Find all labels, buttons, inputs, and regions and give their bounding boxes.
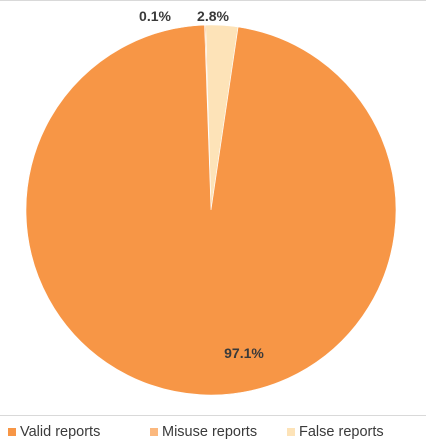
legend-label-misuse: Misuse reports — [162, 424, 258, 440]
legend-swatch-misuse — [150, 428, 158, 436]
pie-chart: 0.1% 2.8% 97.1% — [25, 8, 397, 396]
legend-item-misuse: Misuse reports — [150, 424, 257, 440]
pie-slice-valid — [25, 24, 397, 396]
data-label-false: 2.8% — [197, 8, 229, 24]
legend-swatch-false — [287, 428, 295, 436]
data-label-misuse: 0.1% — [139, 8, 171, 24]
legend-swatch-valid — [8, 428, 16, 436]
legend-item-valid: Valid reports — [8, 424, 100, 440]
bottom-divider — [0, 415, 426, 416]
legend-item-false: False reports — [287, 424, 384, 440]
top-divider — [0, 0, 426, 1]
legend-label-false: False reports — [299, 424, 384, 440]
data-label-valid: 97.1% — [224, 345, 264, 361]
legend: Valid reports Misuse reports False repor… — [0, 424, 426, 444]
pie-slices — [25, 24, 397, 396]
legend-label-valid: Valid reports — [20, 424, 101, 440]
